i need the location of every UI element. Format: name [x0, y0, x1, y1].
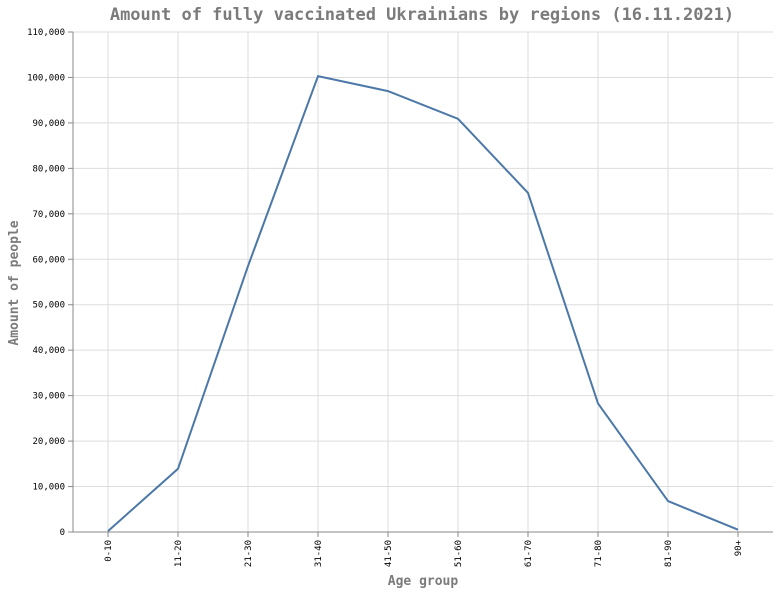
x-axis-title: Age group — [388, 574, 459, 589]
x-tick-label: 71-80 — [594, 540, 604, 567]
x-tick-label: 61-70 — [524, 540, 534, 567]
y-tick-label: 50,000 — [32, 301, 65, 311]
x-tick-label: 31-40 — [314, 540, 324, 567]
x-tick-label: 51-60 — [454, 540, 464, 567]
y-tick-label: 30,000 — [32, 392, 65, 402]
axes — [72, 32, 773, 533]
series-line — [107, 74, 739, 532]
y-tick-label: 110,000 — [27, 28, 65, 38]
y-axis-title: Amount of people — [7, 220, 22, 345]
y-tick-label: 80,000 — [32, 164, 65, 174]
y-tick-label: 100,000 — [27, 73, 65, 83]
y-tick-label: 90,000 — [32, 119, 65, 129]
y-tick-label: 40,000 — [32, 346, 65, 356]
x-tick-label: 0-10 — [104, 540, 114, 562]
series-group — [107, 74, 739, 532]
y-tick-label: 10,000 — [32, 483, 65, 493]
x-tick-label: 81-90 — [664, 540, 674, 567]
y-tick-label: 70,000 — [32, 210, 65, 220]
chart-title: Amount of fully vaccinated Ukrainians by… — [110, 5, 734, 25]
x-axis-ticks: 0-10 11-20 21-30 31-40 41-50 51-60 61-70 71-80 8… — [104, 532, 744, 567]
y-gridlines — [73, 31, 773, 533]
y-tick-label: 20,000 — [32, 437, 65, 447]
x-tick-label: 90+ — [734, 539, 744, 556]
y-tick-label: 60,000 — [32, 255, 65, 265]
y-tick-label: 0 — [60, 528, 65, 538]
y-axis-ticks: 0 10,000 20,000 30,000 40,000 50,000 60,000 70,… — [27, 28, 73, 538]
x-tick-label: 41-50 — [384, 540, 394, 567]
x-tick-label: 21-30 — [244, 540, 254, 567]
x-tick-label: 11-20 — [174, 540, 184, 567]
x-gridlines — [107, 32, 739, 532]
